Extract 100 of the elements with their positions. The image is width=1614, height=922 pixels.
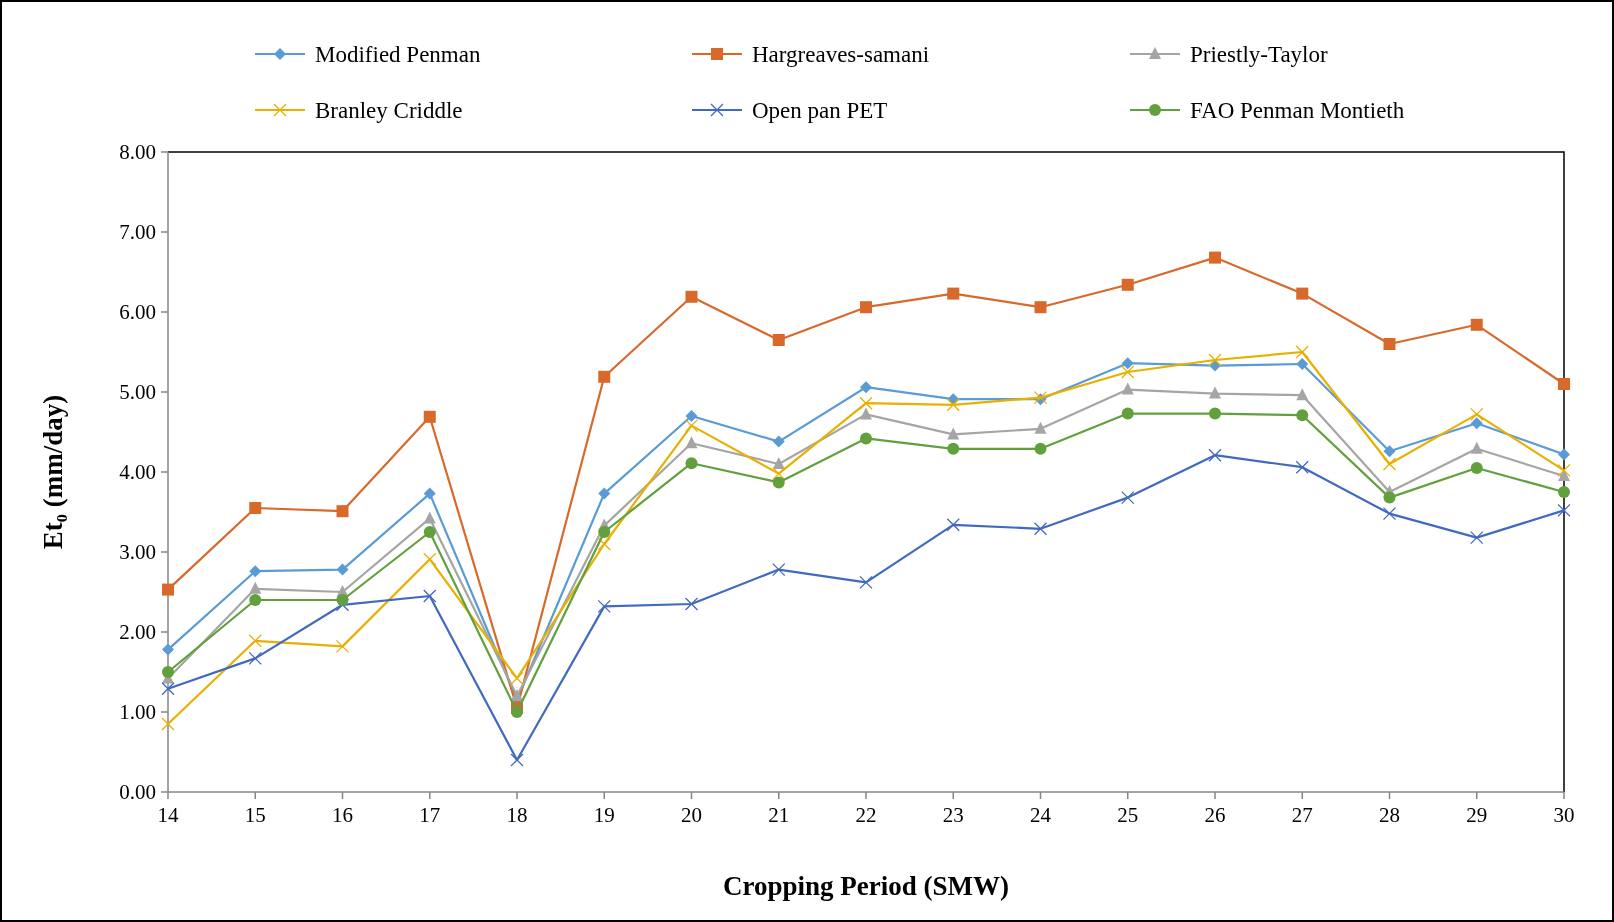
point (597, 537, 611, 551)
point (1295, 345, 1309, 359)
y-tick-label: 0.00 (119, 780, 156, 805)
point (1208, 353, 1222, 367)
point (860, 432, 872, 445)
x-tick-label: 21 (768, 803, 790, 827)
point (772, 466, 786, 481)
point (860, 381, 872, 394)
point (162, 583, 174, 596)
point (1557, 503, 1571, 518)
y-tick-label: 8.00 (119, 140, 156, 165)
point (249, 565, 262, 578)
point (1470, 407, 1484, 422)
point (336, 505, 349, 518)
x-tick-label: 28 (1379, 803, 1400, 827)
point (1296, 388, 1309, 401)
point (423, 589, 437, 603)
point (772, 334, 785, 346)
point (1208, 448, 1222, 462)
point (249, 581, 262, 594)
point (336, 594, 349, 606)
x-tick-label: 20 (681, 803, 702, 827)
point (162, 666, 174, 678)
point (684, 418, 699, 433)
point (249, 594, 262, 606)
point (511, 706, 523, 718)
point (1383, 445, 1396, 458)
y-tick-label: 3.00 (119, 540, 156, 565)
point (859, 575, 873, 590)
point (1121, 365, 1135, 379)
y-tick-label: 5.00 (119, 380, 156, 405)
point (946, 398, 960, 412)
x-tick-label: 26 (1204, 803, 1226, 827)
point (248, 634, 262, 648)
legend-label: Hargreaves-samani (752, 42, 930, 68)
point (511, 689, 523, 701)
point (423, 552, 437, 566)
point (335, 639, 350, 654)
x-tick-label: 19 (593, 803, 615, 827)
point (860, 301, 872, 314)
x-tick-label: 18 (506, 803, 528, 827)
point (598, 487, 611, 500)
point (772, 476, 785, 489)
point (1121, 357, 1134, 370)
point (1295, 460, 1309, 474)
point (947, 427, 960, 440)
point (1296, 409, 1309, 422)
point (423, 410, 436, 423)
y-tick-label: 7.00 (119, 220, 156, 245)
point (423, 487, 436, 500)
point (946, 518, 960, 532)
point (1470, 417, 1483, 430)
point (1470, 441, 1483, 454)
point (248, 651, 262, 666)
point (772, 457, 785, 469)
point (860, 407, 872, 420)
point (161, 682, 175, 696)
point (162, 643, 174, 656)
point (597, 599, 611, 614)
x-tick-label: 22 (855, 803, 877, 827)
point (1558, 448, 1570, 461)
x-tick-label: 24 (1030, 803, 1052, 827)
point (947, 442, 960, 455)
point (510, 671, 524, 686)
point (1034, 301, 1047, 314)
point (336, 563, 349, 576)
point (1033, 522, 1048, 536)
point (1121, 407, 1134, 420)
point (1296, 358, 1309, 370)
legend-label: Modified Penman (315, 42, 481, 68)
point (685, 436, 698, 449)
point (1382, 506, 1397, 521)
point (1558, 486, 1570, 498)
point (685, 457, 698, 470)
x-tick-label: 15 (244, 803, 266, 827)
point (1209, 407, 1221, 420)
legend-label: Open pan PET (752, 98, 888, 124)
point (1209, 386, 1221, 399)
point (685, 410, 698, 422)
y-tick-label: 2.00 (119, 620, 156, 645)
point (1470, 318, 1483, 331)
y-tick-label: 6.00 (119, 300, 156, 325)
y-tick-label: 4.00 (119, 460, 156, 485)
point (1296, 287, 1309, 300)
point (685, 290, 698, 303)
point (684, 597, 699, 611)
point (1121, 278, 1134, 291)
x-axis-title: Cropping Period (SMW) (722, 871, 1010, 901)
point (1034, 442, 1047, 455)
x-tick-label: 16 (332, 803, 353, 827)
legend-label: Priestly-Taylor (1190, 42, 1328, 68)
legend-label: FAO Penman Montieth (1190, 98, 1405, 124)
x-tick-label: 14 (157, 803, 179, 827)
point (1558, 378, 1570, 390)
point (249, 502, 262, 514)
point (1121, 490, 1135, 505)
x-tick-label: 30 (1553, 803, 1575, 827)
x-tick-label: 25 (1117, 803, 1139, 827)
x-tick-label: 27 (1291, 803, 1313, 827)
point (1470, 462, 1483, 474)
